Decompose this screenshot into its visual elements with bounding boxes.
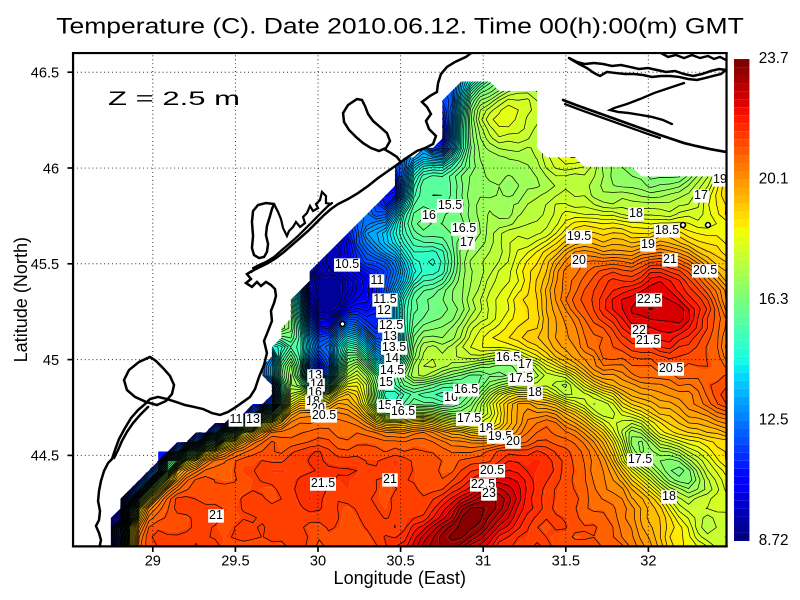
svg-text:20.5: 20.5 [312, 408, 336, 422]
svg-text:20.1: 20.1 [759, 170, 789, 187]
svg-text:21.5: 21.5 [636, 333, 660, 347]
svg-text:16.5: 16.5 [454, 382, 478, 396]
svg-text:20.5: 20.5 [693, 263, 717, 277]
svg-text:30.5: 30.5 [386, 553, 414, 569]
svg-text:22.5: 22.5 [637, 292, 661, 306]
svg-text:11: 11 [371, 273, 384, 287]
svg-text:16.5: 16.5 [391, 404, 415, 418]
svg-text:21.5: 21.5 [311, 476, 335, 490]
svg-text:20.5: 20.5 [480, 463, 504, 477]
svg-text:29: 29 [145, 553, 161, 569]
svg-text:8.72: 8.72 [759, 532, 789, 549]
svg-text:17.5: 17.5 [509, 371, 533, 385]
svg-text:20: 20 [572, 253, 586, 267]
svg-text:19.5: 19.5 [567, 229, 591, 243]
svg-text:11: 11 [230, 412, 243, 426]
svg-text:17: 17 [518, 357, 532, 371]
svg-text:31: 31 [475, 553, 491, 569]
svg-text:23.7: 23.7 [759, 50, 789, 67]
svg-text:32: 32 [640, 553, 656, 569]
svg-text:18: 18 [629, 206, 643, 220]
svg-text:16: 16 [422, 208, 436, 222]
svg-text:18: 18 [528, 385, 542, 399]
svg-text:Longitude (East): Longitude (East) [334, 568, 466, 588]
svg-text:14.5: 14.5 [380, 363, 404, 377]
svg-text:12.5: 12.5 [379, 318, 403, 332]
svg-text:Z = 2.5 m: Z = 2.5 m [108, 88, 240, 110]
svg-text:19: 19 [713, 172, 727, 186]
svg-text:31.5: 31.5 [552, 553, 580, 569]
svg-text:12: 12 [377, 303, 391, 317]
svg-text:19: 19 [641, 237, 655, 251]
svg-text:20: 20 [506, 434, 520, 448]
svg-text:21: 21 [209, 508, 223, 522]
svg-text:46: 46 [43, 161, 59, 177]
svg-text:17.5: 17.5 [457, 411, 481, 425]
svg-text:13: 13 [383, 329, 397, 343]
svg-text:45.5: 45.5 [31, 257, 59, 273]
svg-text:21: 21 [663, 252, 677, 266]
svg-text:16.3: 16.3 [759, 291, 789, 308]
svg-text:16.5: 16.5 [496, 350, 520, 364]
svg-text:12.5: 12.5 [759, 411, 789, 428]
svg-text:21: 21 [383, 472, 397, 486]
svg-text:Temperature (C). Date 2010.06.: Temperature (C). Date 2010.06.12. Time 0… [56, 14, 744, 39]
svg-text:15.5: 15.5 [438, 198, 462, 212]
svg-text:Latitude (North): Latitude (North) [11, 237, 31, 362]
svg-text:46.5: 46.5 [31, 65, 59, 81]
svg-text:45: 45 [43, 353, 59, 369]
svg-text:18: 18 [662, 489, 676, 503]
svg-text:16.5: 16.5 [452, 221, 476, 235]
svg-text:13: 13 [246, 412, 260, 426]
svg-text:13.5: 13.5 [382, 340, 406, 354]
svg-text:11.5: 11.5 [373, 292, 396, 306]
svg-text:20.5: 20.5 [659, 361, 683, 375]
svg-text:17: 17 [694, 188, 708, 202]
svg-text:18.5: 18.5 [655, 223, 679, 237]
svg-text:44.5: 44.5 [31, 449, 59, 465]
svg-text:10.5: 10.5 [335, 257, 359, 271]
svg-text:22: 22 [632, 323, 646, 337]
svg-text:17.5: 17.5 [628, 452, 652, 466]
svg-text:30: 30 [310, 553, 326, 569]
svg-text:15: 15 [379, 375, 393, 389]
svg-text:23: 23 [482, 486, 496, 500]
svg-text:17: 17 [460, 235, 474, 249]
svg-text:29.5: 29.5 [221, 553, 249, 569]
svg-text:14: 14 [385, 351, 399, 365]
